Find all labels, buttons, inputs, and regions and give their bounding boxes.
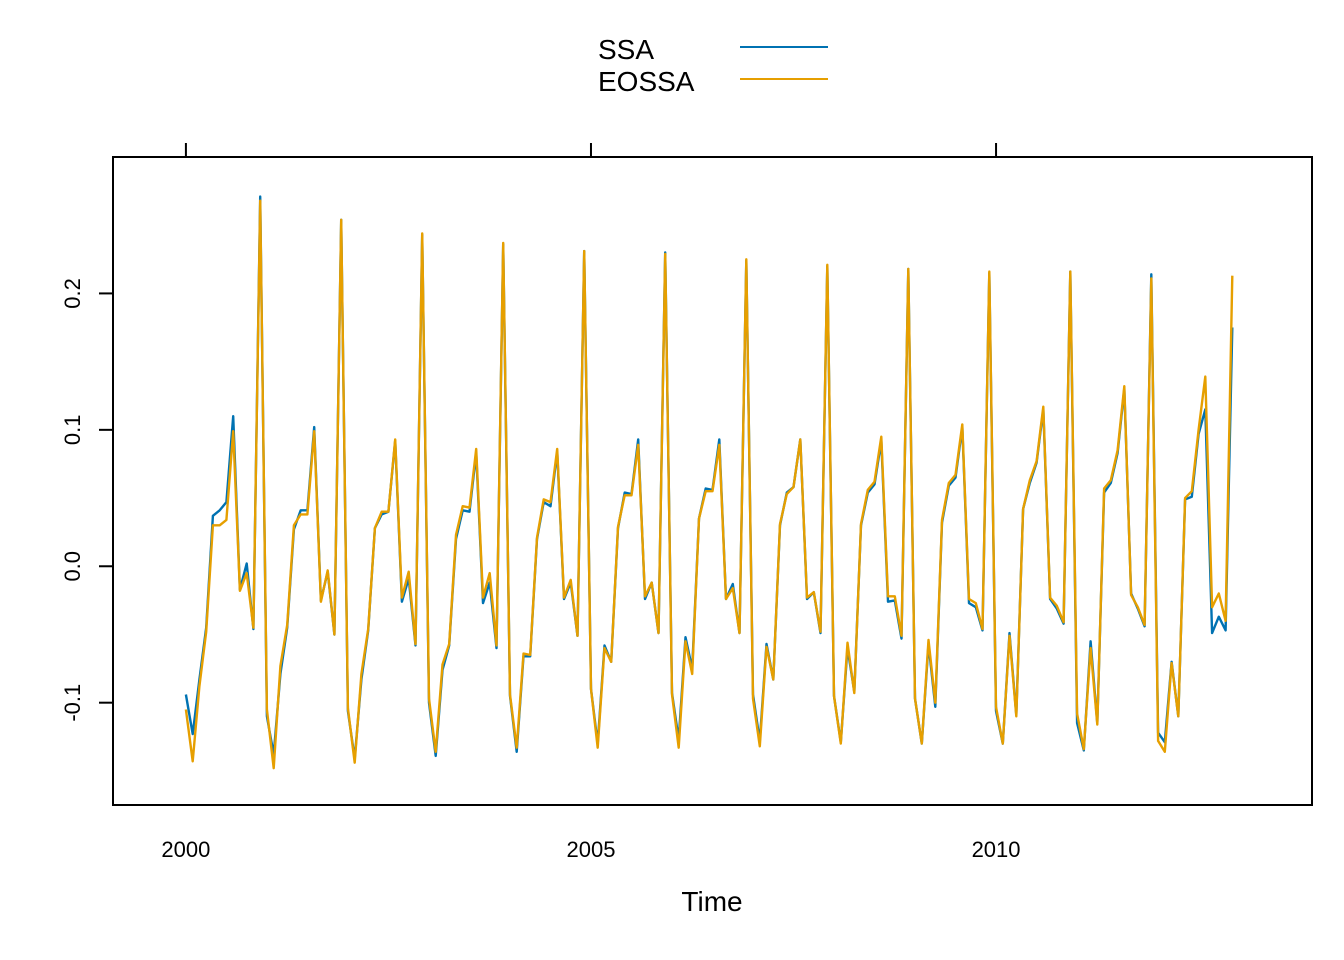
- y-tick-label: -0.1: [60, 684, 85, 722]
- x-tick-label: 2000: [161, 837, 210, 862]
- y-tick-label: 0.2: [60, 278, 85, 309]
- legend: SSA EOSSA: [598, 34, 828, 97]
- legend-label-ssa: SSA: [598, 34, 654, 65]
- y-tick-label: 0.1: [60, 415, 85, 446]
- x-tick-label: 2010: [972, 837, 1021, 862]
- axes-layer: 2000 2005 2010 -0.1 0.0 0.1 0.2: [60, 143, 1021, 862]
- x-tick-label: 2005: [567, 837, 616, 862]
- plot-frame: [112, 156, 1313, 806]
- x-axis-label: Time: [681, 886, 742, 917]
- series-line-eossa: [184, 199, 1234, 770]
- legend-label-eossa: EOSSA: [598, 66, 695, 97]
- series-layer: [184, 195, 1234, 770]
- y-tick-label: 0.0: [60, 551, 85, 582]
